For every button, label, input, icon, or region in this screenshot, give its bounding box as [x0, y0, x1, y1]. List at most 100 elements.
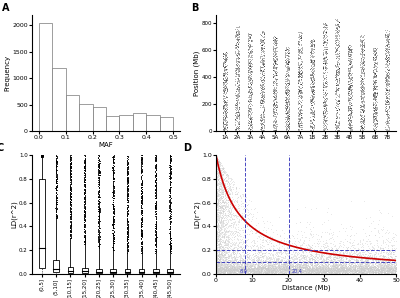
- Point: [259, 243, 265, 248]
- Point: [359, 267, 366, 272]
- Point: [361, 41, 368, 45]
- Point: [233, 126, 239, 131]
- Point: [288, 261, 294, 266]
- Point: [230, 222, 236, 227]
- Point: [338, 271, 345, 276]
- Point: [341, 266, 347, 271]
- Point: [236, 59, 242, 63]
- Point: [333, 111, 340, 116]
- Point: [359, 255, 365, 260]
- Point: [153, 181, 160, 185]
- Point: [338, 266, 344, 271]
- Point: [257, 38, 264, 43]
- Point: [238, 263, 244, 268]
- Point: [220, 51, 226, 55]
- Point: [362, 265, 368, 269]
- Point: [294, 246, 301, 251]
- Point: [283, 73, 290, 77]
- Point: [153, 243, 160, 248]
- Point: [110, 209, 117, 213]
- Point: [259, 97, 265, 102]
- Point: [338, 264, 344, 269]
- Point: [321, 103, 327, 107]
- Point: [219, 220, 226, 225]
- Point: [248, 268, 255, 273]
- Point: [380, 239, 386, 244]
- Point: [333, 86, 339, 91]
- Point: [336, 62, 342, 67]
- Point: [139, 224, 145, 228]
- Point: [307, 71, 314, 76]
- Point: [282, 267, 289, 271]
- Point: [295, 60, 301, 65]
- Point: [322, 97, 328, 102]
- Point: [253, 268, 260, 273]
- Point: [235, 194, 241, 199]
- Point: [244, 263, 250, 268]
- Point: [361, 271, 368, 276]
- Point: [275, 270, 281, 274]
- Point: [234, 102, 240, 107]
- Point: [339, 251, 346, 256]
- Point: [349, 270, 355, 275]
- Point: [305, 260, 312, 265]
- Point: [216, 255, 222, 260]
- Point: [284, 100, 290, 105]
- Point: [374, 270, 380, 275]
- Point: [52, 190, 59, 194]
- Point: [384, 112, 390, 117]
- Point: [330, 263, 336, 268]
- Point: [220, 98, 227, 103]
- Point: [258, 266, 265, 271]
- Point: [166, 181, 173, 185]
- Point: [153, 180, 159, 184]
- Point: [388, 270, 394, 274]
- Point: [214, 269, 220, 274]
- Point: [383, 47, 390, 52]
- Point: [247, 268, 253, 273]
- Point: [323, 106, 330, 111]
- Point: [38, 153, 45, 158]
- Point: [370, 96, 376, 101]
- Point: [221, 233, 228, 238]
- Point: [110, 157, 117, 162]
- Point: [82, 238, 88, 243]
- Point: [372, 99, 378, 104]
- Point: [342, 271, 349, 276]
- Point: [382, 88, 389, 93]
- Point: [310, 247, 317, 252]
- Point: [295, 48, 301, 53]
- Point: [298, 235, 305, 240]
- Point: [371, 100, 378, 105]
- Point: [324, 267, 331, 272]
- Point: [345, 266, 351, 271]
- Point: [300, 252, 306, 257]
- Point: [360, 265, 367, 270]
- Point: [384, 95, 390, 100]
- Point: [82, 194, 88, 199]
- Point: [68, 223, 74, 227]
- Point: [289, 266, 295, 271]
- Point: [231, 252, 237, 256]
- Point: [386, 87, 392, 92]
- Point: [240, 266, 246, 271]
- Point: [213, 192, 220, 196]
- Point: [264, 261, 270, 266]
- Point: [215, 230, 221, 235]
- Point: [273, 88, 279, 92]
- Point: [240, 257, 246, 262]
- Point: [152, 240, 159, 244]
- Point: [291, 257, 298, 262]
- Point: [365, 266, 371, 271]
- Point: [233, 185, 239, 190]
- Point: [327, 251, 333, 256]
- Point: [298, 82, 304, 87]
- Point: [314, 264, 320, 269]
- Point: [335, 120, 342, 125]
- Point: [272, 270, 279, 275]
- Point: [251, 247, 258, 252]
- Point: [325, 259, 331, 263]
- Point: [269, 246, 276, 251]
- Point: [290, 267, 297, 271]
- Point: [81, 181, 87, 186]
